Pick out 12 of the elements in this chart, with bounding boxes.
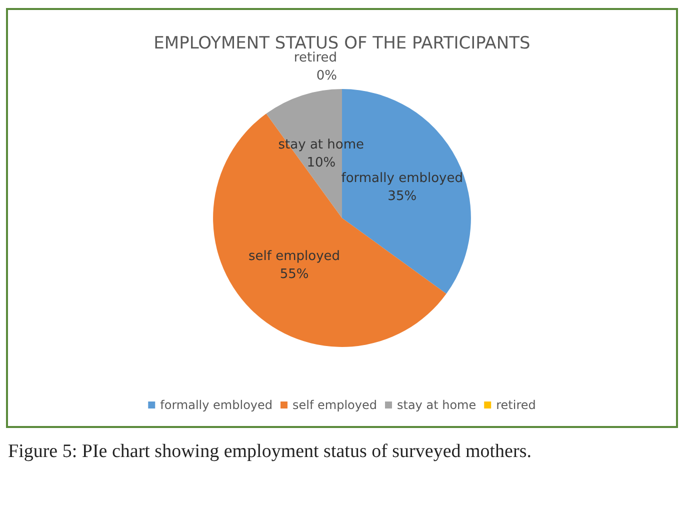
category-label: retired bbox=[294, 50, 337, 66]
data-label: 55% bbox=[280, 267, 309, 282]
legend-label: retired bbox=[496, 398, 536, 412]
legend-label: self employed bbox=[292, 398, 377, 412]
caption: Figure 5: PIe chart showing employment status of surveyed mothers. bbox=[8, 440, 532, 464]
data-label: 35% bbox=[388, 188, 417, 204]
data-label: 10% bbox=[306, 155, 336, 170]
legend-label: formally embloyed bbox=[160, 398, 273, 412]
legend-label: stay at home bbox=[396, 398, 476, 412]
slice-label: formally embloyed bbox=[341, 170, 463, 186]
slice-label: self employed bbox=[248, 249, 340, 264]
text: 0% bbox=[316, 68, 337, 84]
